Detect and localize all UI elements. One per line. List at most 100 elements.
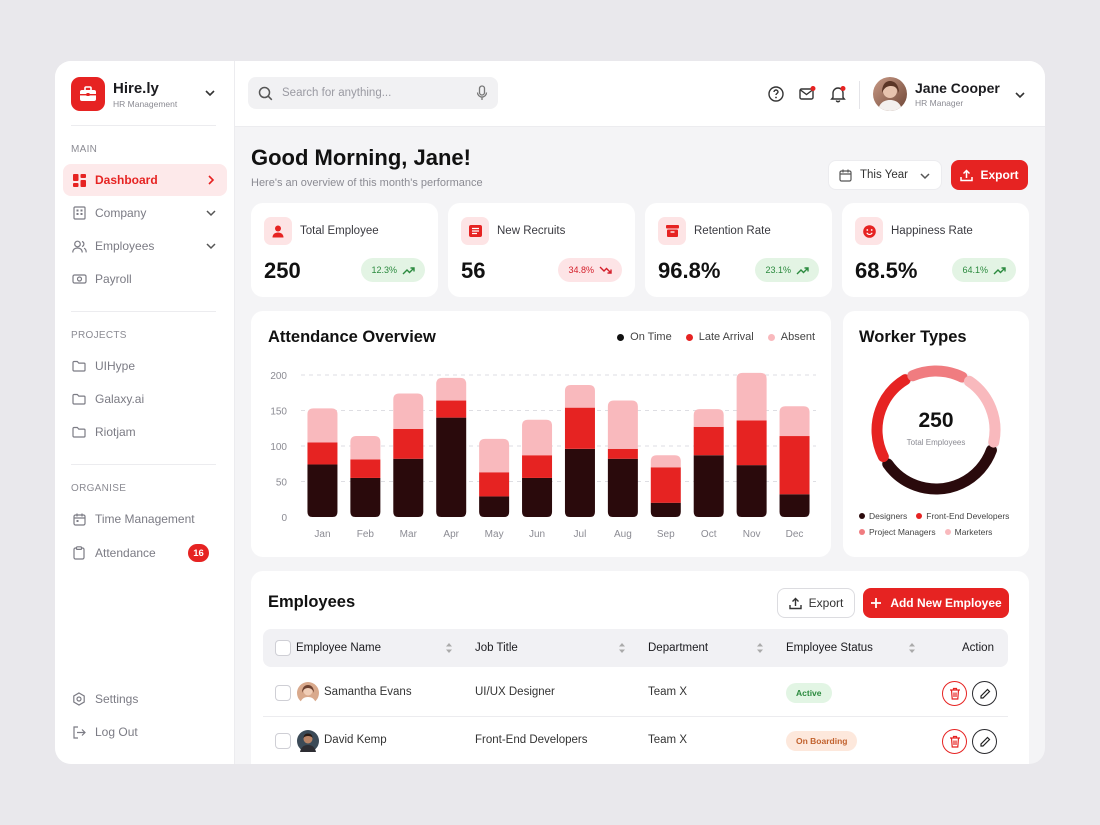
- bar-absent[interactable]: [307, 408, 338, 443]
- money-icon: [71, 271, 87, 287]
- calendar-icon: [839, 169, 852, 182]
- bar-absent[interactable]: [736, 372, 767, 421]
- export-label: Export: [808, 596, 844, 610]
- bar-late-arrival[interactable]: [607, 448, 638, 459]
- stat-change: 12.3%: [371, 265, 397, 275]
- search-placeholder: Search for anything...: [282, 87, 392, 99]
- sidebar-item-attendance[interactable]: Attendance 16: [63, 537, 227, 569]
- bar-late-arrival[interactable]: [522, 455, 553, 478]
- legend-item: Late Arrival: [685, 331, 754, 343]
- chevron-down-icon[interactable]: [1013, 88, 1027, 102]
- sort-icon[interactable]: [445, 641, 453, 655]
- bar-on-time[interactable]: [779, 494, 810, 517]
- bar-on-time[interactable]: [479, 496, 510, 517]
- app-window: Hire.ly HR Management MAIN Dashboard Com…: [55, 61, 1045, 764]
- stat-label: New Recruits: [497, 225, 566, 237]
- sidebar-item-uihype[interactable]: UIHype: [63, 350, 227, 382]
- sort-icon[interactable]: [618, 641, 626, 655]
- sidebar-item-galaxy[interactable]: Galaxy.ai: [63, 383, 227, 415]
- edit-button[interactable]: [972, 681, 997, 706]
- column-header[interactable]: Department: [648, 642, 709, 654]
- bar-absent[interactable]: [522, 419, 553, 456]
- column-header[interactable]: Employee Status: [786, 642, 873, 654]
- bar-late-arrival[interactable]: [650, 467, 681, 503]
- sidebar-item-riotjam[interactable]: Riotjam: [63, 416, 227, 448]
- row-checkbox[interactable]: [275, 685, 291, 701]
- delete-button[interactable]: [942, 729, 967, 754]
- bar-late-arrival[interactable]: [779, 436, 810, 495]
- trend-up-icon: [993, 266, 1006, 274]
- bar-absent[interactable]: [350, 436, 381, 460]
- sidebar-item-dashboard[interactable]: Dashboard: [63, 164, 227, 196]
- sidebar-item-logout[interactable]: Log Out: [63, 716, 227, 748]
- search-icon: [258, 86, 273, 100]
- donut-slice-front-end-developers[interactable]: [860, 354, 1011, 505]
- bar-late-arrival[interactable]: [436, 400, 467, 418]
- donut-slice-designers[interactable]: [860, 354, 1011, 505]
- legend-item: Front-End Developers: [916, 511, 1009, 521]
- attendance-card: Attendance Overview On Time Late Arrival…: [251, 311, 831, 557]
- brand-subtitle: HR Management: [113, 98, 178, 109]
- bar-late-arrival[interactable]: [736, 420, 767, 466]
- bar-on-time[interactable]: [350, 477, 381, 517]
- bar-absent[interactable]: [779, 406, 810, 437]
- column-header[interactable]: Job Title: [475, 642, 518, 654]
- column-header[interactable]: Employee Name: [296, 642, 382, 654]
- x-tick-label: Oct: [701, 529, 717, 540]
- sort-icon[interactable]: [908, 641, 916, 655]
- bar-on-time[interactable]: [650, 502, 681, 517]
- bar-on-time[interactable]: [522, 477, 553, 517]
- chevron-down-icon[interactable]: [203, 86, 217, 100]
- sidebar-item-settings[interactable]: Settings: [63, 683, 227, 715]
- bar-absent[interactable]: [693, 409, 724, 427]
- bar-on-time[interactable]: [564, 448, 595, 517]
- divider: [71, 125, 216, 126]
- period-select[interactable]: This Year: [828, 160, 942, 190]
- bar-late-arrival[interactable]: [307, 442, 338, 465]
- bar-on-time[interactable]: [736, 465, 767, 517]
- bar-absent[interactable]: [564, 384, 595, 408]
- bar-late-arrival[interactable]: [479, 472, 510, 497]
- bell-icon[interactable]: [829, 85, 847, 103]
- stat-card-retention-rate: Retention Rate 96.8% 23.1%: [645, 203, 832, 297]
- bar-absent[interactable]: [436, 377, 467, 401]
- employees-export-button[interactable]: Export: [777, 588, 855, 618]
- sidebar-item-employees[interactable]: Employees: [63, 230, 227, 262]
- bar-late-arrival[interactable]: [693, 426, 724, 456]
- bar-late-arrival[interactable]: [350, 459, 381, 478]
- export-button[interactable]: Export: [951, 160, 1028, 190]
- bar-absent[interactable]: [479, 438, 510, 473]
- x-tick-label: Jan: [314, 529, 330, 540]
- bar-absent[interactable]: [607, 400, 638, 449]
- sort-icon[interactable]: [756, 641, 764, 655]
- table-header: Employee Name Job Title Department Emplo…: [263, 629, 1008, 667]
- divider: [71, 311, 216, 312]
- sidebar-item-payroll[interactable]: Payroll: [63, 263, 227, 295]
- avatar[interactable]: [873, 77, 907, 111]
- sidebar-item-time-management[interactable]: Time Management: [63, 503, 227, 535]
- bar-on-time[interactable]: [307, 464, 338, 517]
- help-icon[interactable]: [767, 85, 785, 103]
- donut-slice-project-managers[interactable]: [860, 354, 1011, 505]
- user-icon: [264, 217, 292, 245]
- bar-on-time[interactable]: [436, 417, 467, 517]
- brand-name: Hire.ly: [113, 79, 159, 97]
- search-input[interactable]: Search for anything...: [248, 77, 498, 109]
- section-title-organise: ORGANISE: [71, 483, 127, 494]
- bar-late-arrival[interactable]: [393, 428, 424, 459]
- bar-on-time[interactable]: [693, 455, 724, 517]
- sidebar-item-company[interactable]: Company: [63, 197, 227, 229]
- bar-absent[interactable]: [393, 393, 424, 429]
- bar-on-time[interactable]: [607, 458, 638, 517]
- edit-button[interactable]: [972, 729, 997, 754]
- bar-on-time[interactable]: [393, 458, 424, 517]
- bar-absent[interactable]: [650, 455, 681, 468]
- row-checkbox[interactable]: [275, 733, 291, 749]
- add-employee-button[interactable]: Add New Employee: [863, 588, 1009, 618]
- brand[interactable]: Hire.ly HR Management: [71, 77, 177, 111]
- delete-button[interactable]: [942, 681, 967, 706]
- mail-icon[interactable]: [798, 85, 816, 103]
- microphone-icon[interactable]: [476, 85, 488, 101]
- select-all-checkbox[interactable]: [275, 640, 291, 656]
- bar-late-arrival[interactable]: [564, 407, 595, 449]
